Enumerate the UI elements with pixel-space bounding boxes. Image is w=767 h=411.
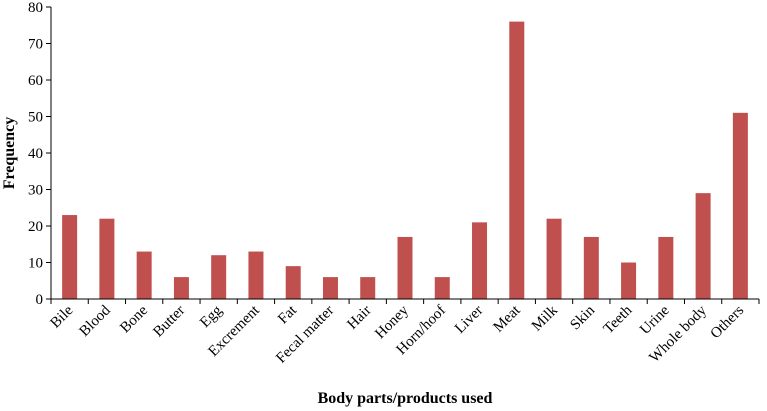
y-tick-label: 20 — [28, 219, 43, 235]
bar-urine — [658, 236, 674, 299]
bar-horn-hoof — [434, 277, 450, 299]
y-tick-label: 80 — [28, 0, 43, 16]
bar-honey — [397, 236, 413, 299]
y-tick-label: 40 — [28, 146, 43, 162]
bar-fat — [285, 266, 301, 299]
x-tick-label: Milk — [529, 302, 561, 334]
x-tick-label: Teeth — [601, 302, 636, 337]
bar-excrement — [248, 251, 264, 299]
y-axis-title: Frequency — [1, 117, 18, 190]
bar-bile — [62, 215, 78, 299]
bar-milk — [546, 218, 562, 299]
y-axis: 0 10 20 30 40 50 60 70 80 — [28, 0, 52, 308]
bar-blood — [99, 218, 115, 299]
bar-others — [732, 112, 748, 299]
bar-egg — [211, 255, 227, 299]
y-tick-label: 60 — [28, 73, 43, 89]
bar-teeth — [621, 262, 637, 299]
y-tick-label: 70 — [28, 37, 43, 53]
x-axis-title: Body parts/products used — [318, 390, 493, 407]
x-tick-label: Others — [708, 302, 748, 342]
bar-butter — [173, 277, 189, 299]
bars-group — [62, 21, 748, 299]
y-tick-label: 10 — [28, 256, 43, 272]
bar-bone — [136, 251, 152, 299]
x-tick-label: Bone — [117, 302, 151, 336]
x-tick-label: Skin — [567, 302, 598, 333]
bar-meat — [509, 21, 525, 299]
y-tick-label: 30 — [28, 183, 43, 199]
x-tick-label: Meat — [491, 302, 525, 336]
x-tick-label: Hair — [344, 303, 374, 333]
bar-fecal-matter — [322, 277, 338, 299]
bar-hair — [360, 277, 376, 299]
bar-skin — [583, 236, 599, 299]
x-tick-label: Egg — [197, 302, 226, 331]
x-tick-label: Fat — [275, 302, 300, 327]
y-tick-label: 50 — [28, 110, 43, 126]
x-tick-label: Butter — [150, 303, 188, 341]
x-tick-label: Liver — [452, 303, 486, 337]
x-tick-label: Blood — [76, 302, 114, 340]
y-tick-label: 0 — [36, 292, 44, 308]
bar-whole-body — [695, 193, 711, 299]
x-tick-label: Bile — [47, 302, 76, 331]
bar-liver — [472, 222, 488, 299]
